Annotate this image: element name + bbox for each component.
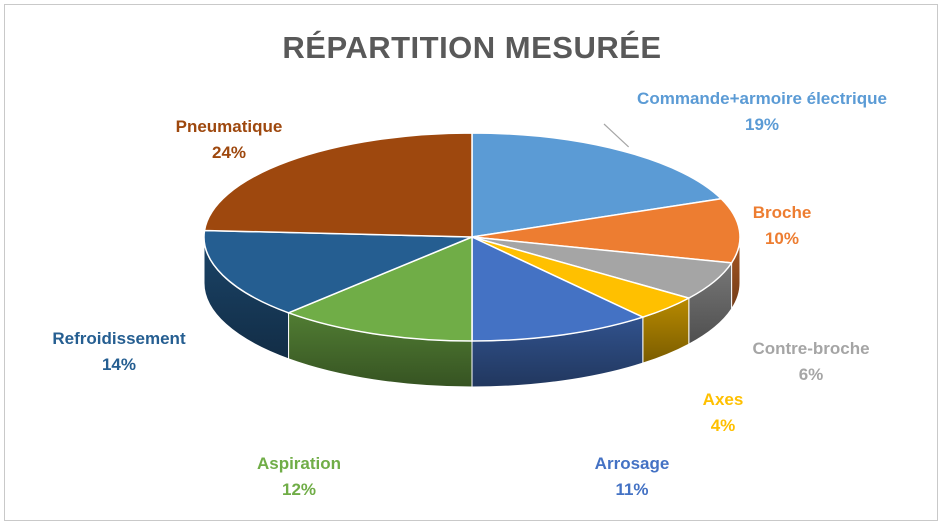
data-label-arrosage: Arrosage 11%	[595, 451, 670, 503]
data-label-name: Contre-broche	[752, 339, 870, 358]
data-label-percent: 11%	[615, 480, 649, 499]
pie-slice-pneumatique	[203, 132, 473, 238]
data-label-percent: 12%	[281, 480, 317, 499]
data-label-axes: Axes 4%	[703, 387, 744, 439]
data-label-percent: 24%	[211, 143, 247, 162]
data-label-percent: 6%	[798, 365, 824, 384]
data-label-name: Broche	[752, 203, 812, 222]
data-label-percent: 14%	[101, 355, 137, 374]
data-label-name: Axes	[702, 390, 744, 409]
data-label-name: Aspiration	[256, 454, 342, 473]
data-label-name: Commande+armoire électrique	[637, 89, 887, 108]
data-label-commande-armoire-electrique: Commande+armoire électrique 19%	[637, 86, 887, 138]
data-label-name: Arrosage	[594, 454, 670, 473]
data-label-aspiration: Aspiration 12%	[257, 451, 341, 503]
leader-line	[603, 123, 630, 148]
pie-slice-broche	[471, 197, 741, 264]
data-label-broche: Broche 10%	[753, 200, 812, 252]
data-label-name: Pneumatique	[175, 117, 283, 136]
pie-slice-commande-armoire-electrique	[471, 132, 723, 238]
data-label-pneumatique: Pneumatique 24%	[176, 114, 283, 166]
data-label-percent: 4%	[710, 416, 736, 435]
pie-slice-aspiration	[286, 235, 473, 342]
pie-top-faces	[203, 132, 741, 342]
pie-slice-arrosage	[471, 235, 645, 342]
data-label-contre-broche: Contre-broche 6%	[752, 336, 869, 388]
pie-side-walls	[203, 236, 741, 388]
data-label-percent: 19%	[744, 115, 780, 134]
data-label-refroidissement: Refroidissement 14%	[52, 326, 185, 378]
chart-title: RÉPARTITION MESURÉE	[282, 30, 662, 65]
pie-slice-refroidissement	[203, 229, 473, 314]
data-label-percent: 10%	[764, 229, 800, 248]
data-label-name: Refroidissement	[52, 329, 186, 348]
